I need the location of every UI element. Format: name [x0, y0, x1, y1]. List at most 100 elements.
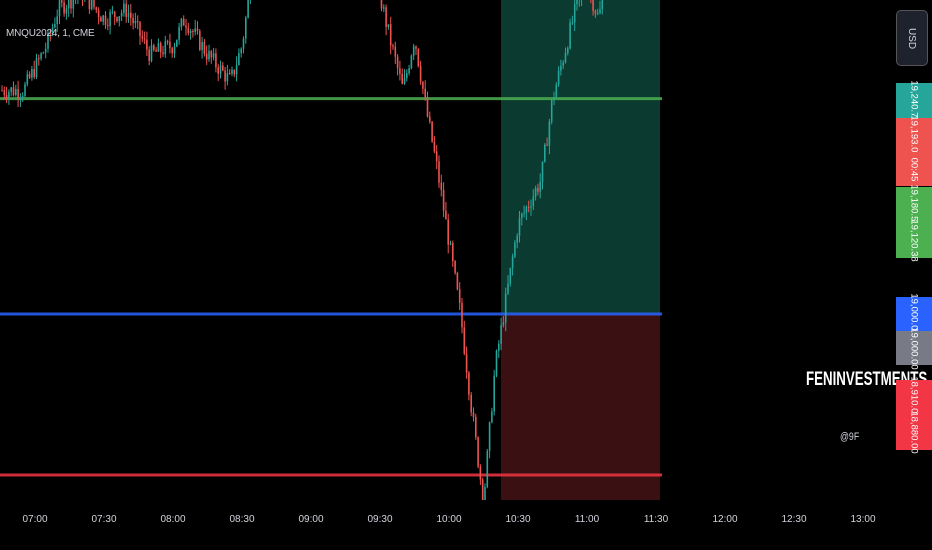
candle-body [548, 121, 551, 146]
price-label: 19,120.38 [896, 219, 932, 261]
candle-body [173, 46, 176, 54]
candle-body [120, 12, 123, 17]
candle-body [125, 3, 127, 17]
candle-body [516, 235, 518, 243]
candle-body [509, 267, 512, 284]
candle-body [42, 52, 45, 54]
candle-body [401, 73, 403, 84]
candle-body [452, 243, 454, 261]
candle-body [139, 21, 141, 37]
candle-body [176, 39, 178, 47]
candle-body [544, 144, 546, 162]
candle-body [5, 94, 8, 98]
candle-body [486, 450, 489, 487]
candle-body [90, 0, 93, 10]
candle-body [601, 0, 604, 10]
time-label: 09:30 [367, 514, 393, 525]
candle-body [28, 74, 31, 78]
candle-body [470, 394, 472, 413]
candle-body [408, 68, 410, 74]
candle-body [182, 18, 185, 26]
candle-body [136, 20, 139, 22]
candle-body [155, 49, 157, 52]
candle-body [194, 28, 196, 32]
candle-body [10, 87, 12, 92]
candle-body [226, 73, 229, 82]
time-label: 12:30 [781, 514, 807, 525]
candle-body [15, 89, 17, 96]
candle-body [433, 141, 436, 152]
time-label: 10:00 [436, 514, 462, 525]
candle-body [431, 121, 433, 142]
candle-body [458, 289, 461, 303]
candle-body [208, 51, 210, 60]
price-label: 18,910.00 [896, 376, 932, 418]
price-label-text: 19,193.00 [908, 114, 920, 158]
watermark-handle: @9F [840, 431, 860, 443]
time-label: 13:00 [850, 514, 876, 525]
candle-body [592, 0, 594, 11]
candle-body [493, 375, 495, 412]
candle-body [70, 0, 72, 9]
price-label-text: 19,000.00 [908, 326, 920, 370]
time-label: 11:00 [574, 514, 600, 525]
candle-body [599, 9, 601, 14]
time-label: 10:30 [505, 514, 531, 525]
candle-body [65, 8, 68, 14]
candle-body [217, 67, 219, 74]
position-loss-zone [501, 314, 660, 500]
candle-body [468, 372, 470, 395]
candle-body [178, 27, 180, 40]
candle-body [440, 182, 443, 190]
candle-body [576, 0, 578, 5]
candle-body [247, 0, 249, 18]
candle-body [113, 11, 116, 18]
candle-body [532, 196, 535, 207]
candle-body [233, 69, 236, 75]
candle-body [215, 53, 217, 68]
candle-body [438, 161, 440, 183]
currency-button[interactable]: USD [896, 10, 928, 66]
candle-body [447, 219, 449, 245]
candle-body [481, 479, 484, 500]
candle-body [514, 242, 516, 257]
candle-body [100, 17, 102, 22]
candle-body [224, 70, 226, 82]
candle-body [564, 53, 567, 63]
candle-body [40, 53, 42, 59]
candle-body [442, 189, 445, 211]
time-label: 11:30 [643, 514, 669, 525]
candle-body [521, 213, 523, 218]
candle-body [518, 217, 521, 236]
candle-body [555, 84, 558, 98]
candle-body [569, 22, 571, 49]
candle-body [21, 95, 24, 98]
candle-body [530, 206, 532, 208]
candle-body [95, 7, 98, 10]
candle-body [56, 16, 58, 25]
candle-body [210, 51, 213, 58]
candle-body [231, 69, 233, 74]
candle-body [157, 43, 160, 52]
candle-body [166, 41, 169, 43]
candle-body [454, 260, 456, 273]
candle-body [383, 7, 385, 9]
candle-body [97, 9, 100, 18]
candle-body [573, 4, 576, 23]
price-label: 19,000.00 [896, 293, 932, 335]
candle-body [560, 65, 562, 71]
candle-body [495, 350, 498, 376]
candle-body [222, 65, 224, 71]
chart-canvas[interactable] [0, 0, 895, 500]
candle-body [44, 48, 47, 53]
candle-body [61, 0, 63, 3]
candle-body [562, 62, 564, 66]
chart-area[interactable]: MNQU2024, 1, CME FENINVESTMENTS @9F [0, 0, 927, 500]
candle-body [387, 24, 390, 27]
candle-body [500, 325, 502, 344]
candle-body [196, 28, 199, 31]
candle-body [507, 283, 509, 294]
candle-body [109, 12, 111, 27]
time-label: 07:30 [91, 514, 117, 525]
candle-body [392, 45, 394, 47]
